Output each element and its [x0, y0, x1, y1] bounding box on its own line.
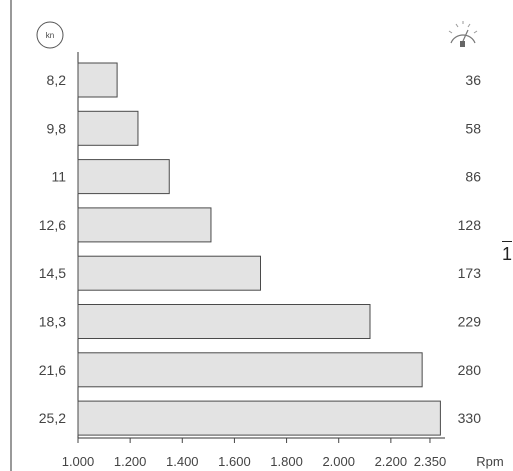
x-tick-label: 1.200	[114, 454, 147, 469]
speed-label: 12,6	[39, 217, 66, 233]
x-tick-label: 2.000	[322, 454, 355, 469]
consumption-label: 229	[458, 314, 482, 330]
consumption-label: 330	[458, 410, 482, 426]
consumption-labels: 36 58 86 128 173 229 280 330	[458, 72, 482, 426]
consumption-label: 86	[465, 169, 481, 185]
x-tick-label: 1.000	[62, 454, 95, 469]
page-side-marker-label: 1	[501, 244, 512, 264]
knots-badge-label: kn	[46, 31, 54, 40]
bar-7	[77, 352, 423, 388]
x-tick-label: 2.350	[414, 454, 447, 469]
bar-6	[77, 304, 371, 339]
speed-label: 11	[51, 169, 66, 185]
bar-4	[77, 207, 212, 243]
x-tick-labels: 1.000 1.200 1.400 1.600 1.800 2.000 2.200 2.350…	[62, 438, 504, 469]
x-tick-label: 1.600	[218, 454, 251, 469]
speed-label: 9,8	[47, 120, 67, 136]
speed-label: 14,5	[39, 265, 66, 281]
speed-label: 18,3	[39, 314, 66, 330]
consumption-label: 173	[458, 265, 482, 281]
bar-8	[77, 400, 441, 436]
consumption-label: 128	[458, 217, 482, 233]
x-tick-label: 1.400	[166, 454, 199, 469]
consumption-label: 58	[465, 120, 481, 136]
bars-layer	[77, 62, 441, 436]
bar-3	[77, 159, 170, 195]
x-axis-label: Rpm	[476, 454, 503, 469]
speed-label: 25,2	[39, 410, 66, 426]
fuel-gauge-icon	[448, 21, 478, 47]
speed-label: 21,6	[39, 362, 66, 378]
bar-5	[77, 255, 261, 291]
consumption-label: 280	[458, 362, 482, 378]
speed-labels: 8,2 9,8 11 12,6 14,5 18,3 21,6 25,2	[39, 72, 66, 426]
bar-2	[77, 110, 139, 146]
speed-label: 8,2	[47, 72, 67, 88]
x-tick-label: 1.800	[270, 454, 303, 469]
page-side-marker-rule	[502, 241, 512, 242]
page-side-marker: 1	[500, 241, 513, 265]
x-tick-label: 2.200	[375, 454, 408, 469]
bar-1	[77, 62, 118, 98]
consumption-label: 36	[465, 72, 481, 88]
knots-badge: kn	[36, 21, 64, 49]
